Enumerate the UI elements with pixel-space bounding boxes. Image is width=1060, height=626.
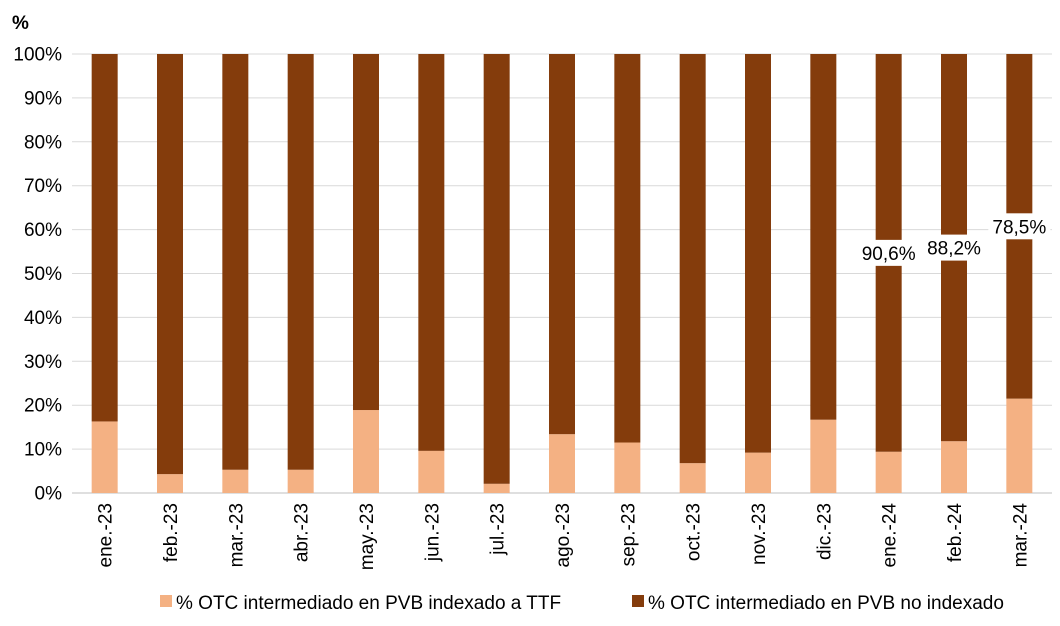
y-tick-label: 70% bbox=[24, 176, 62, 197]
data-label-background bbox=[857, 239, 920, 266]
bar-segment-no-indexado bbox=[91, 54, 118, 422]
x-tick-label: ene.-23 bbox=[96, 503, 117, 567]
bar-segment-indexado bbox=[91, 421, 118, 493]
bar-segment-indexado bbox=[614, 442, 641, 493]
bar-segment-no-indexado bbox=[745, 54, 771, 453]
bar-segment-indexado bbox=[1006, 398, 1033, 493]
bar-segment-indexado bbox=[810, 419, 837, 493]
x-tick-label: feb.-23 bbox=[161, 503, 182, 562]
y-tick-label: 90% bbox=[24, 88, 62, 109]
bar-segment-indexado bbox=[679, 463, 706, 493]
x-axis: ene.-23 feb.-23 mar.-23 abr.-23 may.-23 jun.-… bbox=[96, 503, 1032, 571]
bar-segment-no-indexado bbox=[679, 54, 706, 464]
x-tick-label: feb.-24 bbox=[945, 503, 966, 563]
x-tick-label: jun.-23 bbox=[422, 503, 443, 562]
bar-segment-no-indexado bbox=[418, 54, 445, 451]
bar-segment-no-indexado bbox=[222, 54, 249, 470]
y-unit-label: % bbox=[12, 13, 29, 34]
x-tick-label: dic.-23 bbox=[814, 503, 835, 560]
data-label-background bbox=[988, 213, 1051, 240]
data-label-background bbox=[923, 234, 985, 261]
bar-segment-no-indexado bbox=[353, 54, 379, 411]
bar-segment-indexado bbox=[418, 450, 445, 493]
bar-segment-indexado bbox=[287, 469, 314, 493]
data-label: 78,5% bbox=[992, 217, 1046, 238]
x-tick-label: sep.-23 bbox=[618, 503, 639, 566]
x-tick-label: oct.-23 bbox=[684, 503, 705, 561]
bar-segment-no-indexado bbox=[549, 54, 575, 435]
bar-segment-indexado bbox=[353, 410, 379, 493]
x-tick-label: mar.-23 bbox=[226, 503, 247, 567]
x-tick-label: mar.-24 bbox=[1010, 503, 1031, 568]
y-tick-label: 40% bbox=[24, 308, 62, 329]
y-tick-label: 60% bbox=[24, 220, 62, 241]
data-label: 88,2% bbox=[927, 239, 981, 260]
bar-segment-no-indexado bbox=[287, 54, 314, 470]
y-tick-label: 80% bbox=[24, 132, 62, 153]
bar-segment-indexado bbox=[157, 474, 183, 493]
x-tick-label: nov.-23 bbox=[749, 503, 770, 565]
x-tick-label: may.-23 bbox=[357, 503, 378, 570]
y-tick-label: 100% bbox=[13, 45, 62, 66]
legend-swatch bbox=[632, 595, 644, 607]
x-tick-label: ago.-23 bbox=[553, 503, 574, 567]
bar-segment-no-indexado bbox=[157, 54, 183, 475]
y-axis: 0% 10% 20% 30% 40% 50% 60% 70% 80% 90% 100% bbox=[13, 45, 62, 505]
bar-segment-indexado bbox=[745, 452, 771, 493]
legend: % OTC intermediado en PVB indexado a TTF… bbox=[160, 593, 1004, 614]
y-tick-label: 10% bbox=[24, 440, 62, 461]
bar-segment-no-indexado bbox=[483, 54, 510, 484]
bar-segment-indexado bbox=[875, 451, 902, 493]
y-tick-label: 0% bbox=[35, 484, 63, 505]
y-tick-label: 20% bbox=[24, 396, 62, 417]
legend-label: % OTC intermediado en PVB no indexado bbox=[648, 593, 1004, 614]
y-tick-label: 30% bbox=[24, 352, 62, 373]
bar-segment-indexado bbox=[483, 483, 510, 493]
data-labels: 90,6% 88,2% 78,5% bbox=[857, 213, 1051, 266]
x-tick-label: ene.-24 bbox=[880, 503, 901, 568]
bar-segment-indexado bbox=[941, 441, 967, 493]
x-tick-label: abr.-23 bbox=[292, 503, 313, 562]
x-tick-label: jul.-23 bbox=[488, 503, 509, 556]
legend-label: % OTC intermediado en PVB indexado a TTF bbox=[176, 593, 561, 614]
bar-segment-indexado bbox=[222, 469, 249, 493]
bar-segment-no-indexado bbox=[810, 54, 837, 420]
data-label: 90,6% bbox=[862, 244, 916, 265]
bar-segment-no-indexado bbox=[614, 54, 641, 443]
bar-segment-indexado bbox=[549, 434, 575, 493]
legend-swatch bbox=[160, 595, 172, 607]
bars bbox=[91, 54, 1033, 493]
y-tick-label: 50% bbox=[24, 264, 62, 285]
